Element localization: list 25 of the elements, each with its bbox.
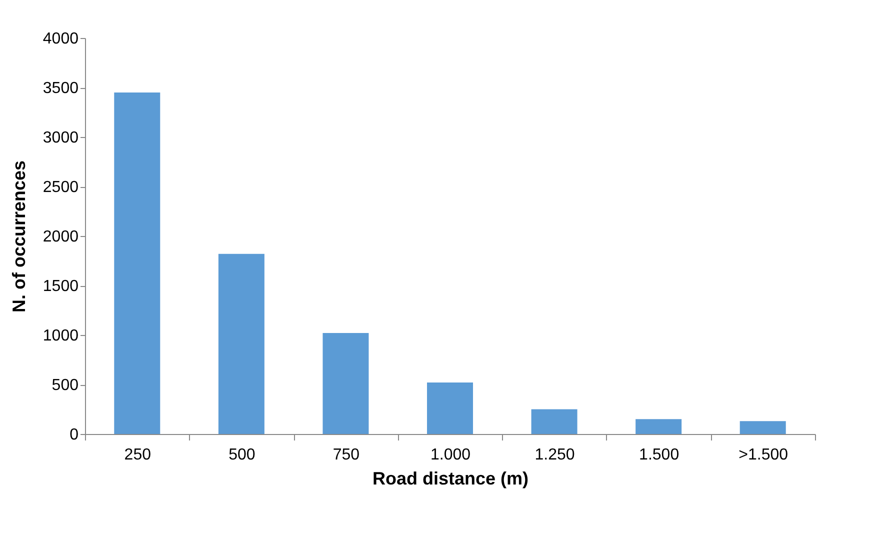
y-tick-label: 2000: [42, 228, 79, 246]
y-tick-label: 4000: [42, 30, 79, 48]
bar: [322, 333, 369, 434]
x-tick-label: 1.500: [639, 446, 680, 464]
bar: [740, 421, 786, 434]
x-axis-title: Road distance (m): [372, 468, 529, 488]
y-tick-label: 2500: [42, 179, 79, 196]
y-tick-label: 1500: [42, 278, 79, 295]
x-tick-label: 1.000: [430, 446, 471, 464]
x-tick-label: >1.500: [738, 446, 788, 464]
x-tick-label: 750: [332, 446, 360, 464]
y-tick-label: 1000: [42, 328, 79, 344]
bar: [636, 419, 682, 434]
y-tick-label: 3000: [42, 130, 79, 146]
bar: [114, 92, 160, 434]
bar: [531, 409, 578, 434]
y-axis-title: N. of occurrences: [8, 160, 29, 313]
x-tick-label: 1.250: [534, 446, 575, 464]
y-tick-label: 0: [70, 426, 79, 444]
bar: [427, 382, 473, 434]
x-tick-label: 250: [124, 446, 152, 464]
y-tick-label: 3500: [42, 80, 79, 97]
x-tick-label: 500: [228, 446, 256, 464]
y-tick-label: 500: [52, 377, 79, 394]
bar: [218, 254, 264, 434]
